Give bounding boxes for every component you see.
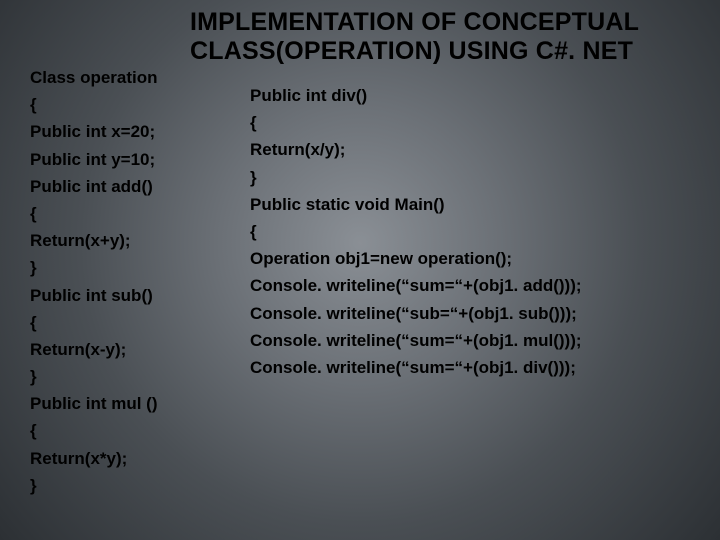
code-line: Public int add() — [30, 173, 190, 200]
code-line: Console. writeline(“sum=“+(obj1. div()))… — [250, 354, 680, 381]
code-line: Public int x=20; — [30, 118, 190, 145]
right-code-column: Public int div() { Return(x/y); } Public… — [250, 82, 680, 381]
code-line: Return(x-y); — [30, 336, 190, 363]
code-line: Operation obj1=new operation(); — [250, 245, 680, 272]
code-line: { — [30, 417, 190, 444]
code-line: Return(x*y); — [30, 445, 190, 472]
code-line: { — [250, 109, 680, 136]
code-line: Public int div() — [250, 82, 680, 109]
code-line: Public int mul () — [30, 390, 190, 417]
code-line: Class operation — [30, 64, 190, 91]
slide: IMPLEMENTATION OF CONCEPTUAL CLASS(OPERA… — [0, 0, 720, 540]
code-line: Public static void Main() — [250, 191, 680, 218]
title-line-2: CLASS(OPERATION) USING C#. NET — [190, 37, 710, 66]
code-line: } — [30, 472, 190, 499]
code-line: Console. writeline(“sub=“+(obj1. sub()))… — [250, 300, 680, 327]
code-line: Console. writeline(“sum=“+(obj1. add()))… — [250, 272, 680, 299]
code-line: Return(x+y); — [30, 227, 190, 254]
code-line: } — [30, 254, 190, 281]
code-line: Public int sub() — [30, 282, 190, 309]
code-line: { — [30, 309, 190, 336]
slide-title: IMPLEMENTATION OF CONCEPTUAL CLASS(OPERA… — [190, 8, 710, 66]
code-line: Return(x/y); — [250, 136, 680, 163]
code-line: Public int y=10; — [30, 146, 190, 173]
code-line: Console. writeline(“sum=“+(obj1. mul()))… — [250, 327, 680, 354]
code-line: { — [30, 91, 190, 118]
code-line: } — [250, 164, 680, 191]
code-line: { — [30, 200, 190, 227]
code-line: { — [250, 218, 680, 245]
title-line-1: IMPLEMENTATION OF CONCEPTUAL — [190, 8, 710, 37]
left-code-column: Class operation { Public int x=20; Publi… — [30, 64, 190, 499]
code-line: } — [30, 363, 190, 390]
